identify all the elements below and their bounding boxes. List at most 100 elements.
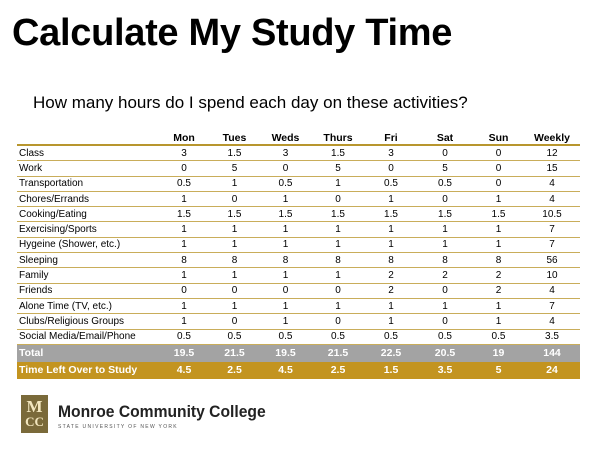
hours-cell: 21.5 bbox=[209, 344, 260, 362]
hours-cell: 22.5 bbox=[365, 344, 417, 362]
row-label: Work bbox=[17, 160, 159, 177]
row-label: Family bbox=[17, 267, 159, 284]
college-tagline: STATE UNIVERSITY OF NEW YORK bbox=[58, 424, 178, 430]
hours-cell: 0 bbox=[209, 283, 260, 299]
table-row: Social Media/Email/Phone 0.5 0.5 0.5 0.5 0.5 0… bbox=[17, 329, 580, 345]
hours-cell: 5 bbox=[311, 160, 365, 177]
hours-cell: 1 bbox=[473, 237, 524, 254]
hours-cell: 8 bbox=[260, 252, 311, 269]
table-row: Chores/Errands 1 0 1 0 1 0 1 4 bbox=[17, 191, 580, 208]
hours-cell: 8 bbox=[473, 252, 524, 269]
table-row: Alone Time (TV, etc.) 1 1 1 1 1 1 1 7 bbox=[17, 298, 580, 315]
table-row: Work 0 5 0 5 0 5 0 15 bbox=[17, 160, 580, 177]
hours-cell: 2 bbox=[473, 267, 524, 284]
row-label: Alone Time (TV, etc.) bbox=[17, 298, 159, 315]
hours-cell: 1.5 bbox=[209, 145, 260, 162]
hours-cell: 0 bbox=[159, 160, 209, 177]
time-left-row: Time Left Over to Study 4.5 2.5 4.5 2.5 1.5 3.… bbox=[17, 361, 580, 379]
hours-cell: 1 bbox=[209, 221, 260, 238]
column-header: Weekly bbox=[524, 127, 580, 146]
hours-cell: 1 bbox=[417, 298, 473, 315]
hours-cell: 1.5 bbox=[209, 206, 260, 223]
hours-cell: 0 bbox=[311, 191, 365, 208]
row-label: Time Left Over to Study bbox=[17, 361, 159, 379]
hours-cell: 1 bbox=[159, 191, 209, 208]
hours-cell: 8 bbox=[311, 252, 365, 269]
hours-cell: 1 bbox=[260, 267, 311, 284]
hours-cell: 8 bbox=[159, 252, 209, 269]
hours-cell: 1 bbox=[365, 221, 417, 238]
hours-cell: 1.5 bbox=[311, 145, 365, 162]
hours-cell: 1 bbox=[473, 221, 524, 238]
row-label: Class bbox=[17, 145, 159, 162]
hours-cell: 1 bbox=[473, 313, 524, 330]
hours-cell: 2.5 bbox=[311, 361, 365, 379]
hours-cell: 1 bbox=[365, 237, 417, 254]
hours-cell: 1 bbox=[417, 237, 473, 254]
weekly-cell: 12 bbox=[524, 145, 580, 162]
weekly-cell: 15 bbox=[524, 160, 580, 177]
hours-cell: 1 bbox=[260, 237, 311, 254]
table-row: Exercising/Sports 1 1 1 1 1 1 1 7 bbox=[17, 221, 580, 238]
header-corner bbox=[17, 127, 159, 146]
row-label: Exercising/Sports bbox=[17, 221, 159, 238]
study-time-table: Mon Tues Weds Thurs Fri Sat Sun Weekly C… bbox=[17, 127, 580, 379]
table-row: Family 1 1 1 1 2 2 2 10 bbox=[17, 267, 580, 284]
hours-cell: 1 bbox=[311, 298, 365, 315]
weekly-cell: 4 bbox=[524, 313, 580, 330]
table-header-row: Mon Tues Weds Thurs Fri Sat Sun Weekly bbox=[17, 127, 580, 146]
hours-cell: 21.5 bbox=[311, 344, 365, 362]
weekly-cell: 10 bbox=[524, 267, 580, 284]
hours-cell: 1 bbox=[260, 298, 311, 315]
hours-cell: 0 bbox=[473, 160, 524, 177]
weekly-cell: 7 bbox=[524, 298, 580, 315]
table-row: Class 3 1.5 3 1.5 3 0 0 12 bbox=[17, 145, 580, 162]
weekly-cell: 10.5 bbox=[524, 206, 580, 223]
hours-cell: 1.5 bbox=[159, 206, 209, 223]
hours-cell: 1.5 bbox=[260, 206, 311, 223]
hours-cell: 0 bbox=[365, 160, 417, 177]
hours-cell: 1 bbox=[209, 176, 260, 192]
hours-cell: 5 bbox=[473, 361, 524, 379]
page-subtitle: How many hours do I spend each day on th… bbox=[33, 93, 468, 112]
hours-cell: 0 bbox=[260, 160, 311, 177]
hours-cell: 0 bbox=[417, 283, 473, 299]
hours-cell: 0.5 bbox=[365, 329, 417, 345]
hours-cell: 3 bbox=[365, 145, 417, 162]
weekly-cell: 7 bbox=[524, 237, 580, 254]
hours-cell: 1 bbox=[473, 191, 524, 208]
hours-cell: 1.5 bbox=[473, 206, 524, 223]
weekly-cell: 144 bbox=[524, 344, 580, 362]
table-row: Cooking/Eating 1.5 1.5 1.5 1.5 1.5 1.5 1.5 10.5 bbox=[17, 206, 580, 223]
table-row: Transportation 0.5 1 0.5 1 0.5 0.5 0 4 bbox=[17, 176, 580, 192]
hours-cell: 1 bbox=[365, 298, 417, 315]
hours-cell: 0 bbox=[417, 313, 473, 330]
hours-cell: 3.5 bbox=[417, 361, 473, 379]
column-header: Sun bbox=[473, 127, 524, 146]
hours-cell: 0 bbox=[159, 283, 209, 299]
hours-cell: 1 bbox=[311, 237, 365, 254]
hours-cell: 1 bbox=[159, 298, 209, 315]
hours-cell: 1 bbox=[159, 237, 209, 254]
hours-cell: 1 bbox=[159, 221, 209, 238]
column-header: Mon bbox=[159, 127, 209, 146]
hours-cell: 0 bbox=[473, 145, 524, 162]
hours-cell: 1.5 bbox=[417, 206, 473, 223]
hours-cell: 0.5 bbox=[311, 329, 365, 345]
weekly-cell: 4 bbox=[524, 176, 580, 192]
hours-cell: 0 bbox=[473, 176, 524, 192]
hours-cell: 1 bbox=[260, 313, 311, 330]
table-row: Sleeping 8 8 8 8 8 8 8 56 bbox=[17, 252, 580, 269]
column-header: Thurs bbox=[311, 127, 365, 146]
hours-cell: 0 bbox=[311, 283, 365, 299]
hours-cell: 2 bbox=[365, 283, 417, 299]
hours-cell: 0 bbox=[209, 313, 260, 330]
hours-cell: 3 bbox=[260, 145, 311, 162]
hours-cell: 5 bbox=[417, 160, 473, 177]
hours-cell: 0.5 bbox=[260, 176, 311, 192]
hours-cell: 0.5 bbox=[159, 176, 209, 192]
hours-cell: 5 bbox=[209, 160, 260, 177]
weekly-cell: 56 bbox=[524, 252, 580, 269]
row-label: Transportation bbox=[17, 176, 159, 192]
hours-cell: 2 bbox=[473, 283, 524, 299]
